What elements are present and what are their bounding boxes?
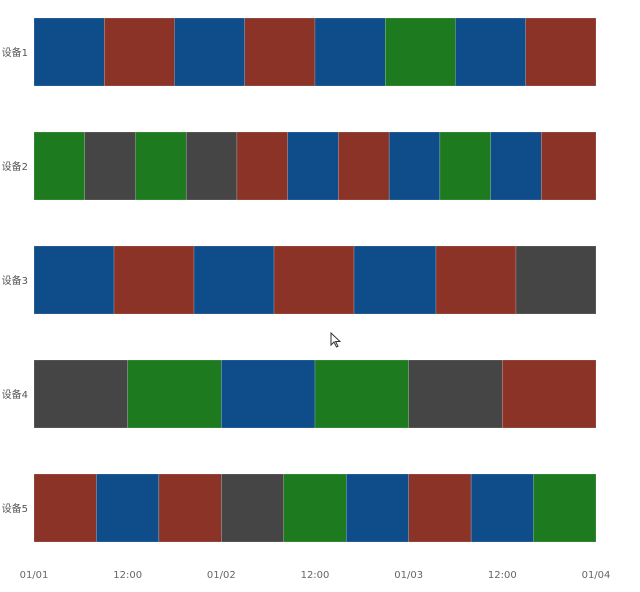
status-segment[interactable] (273, 245, 355, 315)
device-label: 设备3 (2, 274, 28, 287)
device-row: 设备3 (2, 245, 597, 315)
device-row: 设备2 (2, 131, 597, 201)
status-segment[interactable] (221, 359, 316, 429)
device-row: 设备4 (2, 359, 597, 429)
status-segment[interactable] (33, 359, 128, 429)
status-segment[interactable] (490, 131, 542, 201)
status-segment[interactable] (525, 17, 597, 87)
status-segment[interactable] (193, 245, 275, 315)
status-segment[interactable] (515, 245, 597, 315)
status-segment[interactable] (353, 245, 437, 315)
status-segment[interactable] (314, 17, 386, 87)
status-segment[interactable] (314, 359, 409, 429)
status-segment[interactable] (113, 245, 195, 315)
status-segment[interactable] (135, 131, 187, 201)
status-segment[interactable] (541, 131, 597, 201)
status-segment[interactable] (439, 131, 491, 201)
x-axis: 01/01 12:00 01/02 12:00 01/03 12:00 01/04 (20, 570, 611, 581)
device-row: 设备5 (2, 473, 597, 543)
x-tick-label: 01/02 (207, 570, 236, 581)
status-segment[interactable] (158, 473, 222, 543)
status-segment[interactable] (185, 131, 238, 201)
x-tick-label: 01/03 (394, 570, 423, 581)
status-segment[interactable] (502, 359, 597, 429)
status-segment[interactable] (236, 131, 288, 201)
rows-layer: 设备1 设备2 设备3 设备4 设备5 (2, 17, 597, 543)
status-segment[interactable] (84, 131, 136, 201)
status-segment[interactable] (33, 17, 105, 87)
status-segment[interactable] (388, 131, 441, 201)
status-segment[interactable] (408, 359, 503, 429)
status-segment[interactable] (385, 17, 456, 87)
status-segment[interactable] (345, 473, 409, 543)
x-tick-label: 12:00 (301, 570, 330, 581)
x-tick-label: 12:00 (488, 570, 517, 581)
status-segment[interactable] (174, 17, 245, 87)
status-segment[interactable] (338, 131, 390, 201)
status-segment[interactable] (96, 473, 160, 543)
status-segment[interactable] (470, 473, 534, 543)
device-label: 设备1 (2, 46, 28, 59)
status-segment[interactable] (33, 473, 97, 543)
status-segment[interactable] (435, 245, 517, 315)
x-tick-label: 01/04 (582, 570, 611, 581)
device-label: 设备4 (2, 388, 28, 401)
status-segment[interactable] (104, 17, 175, 87)
status-segment[interactable] (33, 245, 115, 315)
status-segment[interactable] (408, 473, 472, 543)
mouse-cursor-icon (330, 332, 342, 348)
x-tick-label: 01/01 (20, 570, 49, 581)
status-segment[interactable] (127, 359, 222, 429)
x-tick-label: 12:00 (113, 570, 142, 581)
status-segment[interactable] (221, 473, 285, 543)
device-row: 设备1 (2, 17, 597, 87)
status-segment[interactable] (244, 17, 316, 87)
status-segment[interactable] (33, 131, 85, 201)
status-segment[interactable] (287, 131, 339, 201)
device-label: 设备5 (2, 502, 28, 515)
status-segment[interactable] (455, 17, 526, 87)
status-segment[interactable] (283, 473, 347, 543)
status-segment[interactable] (533, 473, 597, 543)
device-label: 设备2 (2, 160, 28, 173)
